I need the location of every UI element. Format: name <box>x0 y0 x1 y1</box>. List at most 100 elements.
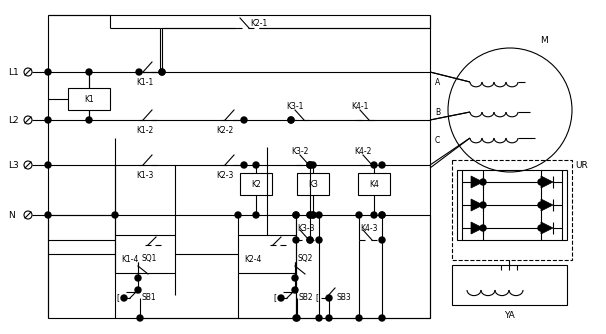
Circle shape <box>293 212 299 218</box>
Circle shape <box>316 212 322 218</box>
Circle shape <box>356 315 362 321</box>
Polygon shape <box>471 199 483 211</box>
Text: [: [ <box>273 294 276 303</box>
Polygon shape <box>541 176 553 188</box>
Text: L3: L3 <box>8 161 19 169</box>
Circle shape <box>159 69 165 75</box>
Bar <box>452 160 572 260</box>
Text: K3-2: K3-2 <box>291 147 308 156</box>
Text: K1-4: K1-4 <box>121 255 138 264</box>
Circle shape <box>45 212 51 218</box>
Circle shape <box>379 315 385 321</box>
Circle shape <box>253 212 259 218</box>
Text: K1: K1 <box>84 95 94 104</box>
Circle shape <box>288 117 294 123</box>
Text: SB3: SB3 <box>337 294 351 303</box>
Circle shape <box>307 212 313 218</box>
Text: SB2: SB2 <box>299 294 314 303</box>
Text: SQ2: SQ2 <box>298 254 313 263</box>
Circle shape <box>379 162 385 168</box>
Bar <box>297 173 329 195</box>
Circle shape <box>310 162 316 168</box>
Circle shape <box>307 162 313 168</box>
Polygon shape <box>541 199 553 211</box>
Text: K2-4: K2-4 <box>244 255 261 264</box>
Circle shape <box>326 295 332 301</box>
Bar <box>457 170 567 240</box>
Circle shape <box>159 69 165 75</box>
Circle shape <box>137 315 143 321</box>
Circle shape <box>292 287 298 293</box>
Circle shape <box>307 162 313 168</box>
Text: UR: UR <box>575 161 588 169</box>
Text: K1-2: K1-2 <box>136 126 153 135</box>
Text: K2-1: K2-1 <box>250 18 267 27</box>
Text: K2-2: K2-2 <box>216 126 233 135</box>
Circle shape <box>292 275 298 281</box>
Circle shape <box>135 275 141 281</box>
Circle shape <box>253 162 259 168</box>
Circle shape <box>538 179 544 185</box>
Text: SQ1: SQ1 <box>141 254 156 263</box>
Text: [: [ <box>116 294 119 303</box>
Polygon shape <box>471 176 483 188</box>
Text: K4-3: K4-3 <box>360 223 378 232</box>
Text: K4-1: K4-1 <box>351 102 368 111</box>
Circle shape <box>136 69 142 75</box>
Text: L1: L1 <box>8 67 19 76</box>
Circle shape <box>241 117 247 123</box>
Text: SB1: SB1 <box>142 294 156 303</box>
Circle shape <box>538 225 544 231</box>
Circle shape <box>235 212 241 218</box>
Text: N: N <box>8 210 15 219</box>
Circle shape <box>480 225 486 231</box>
Circle shape <box>307 237 313 243</box>
Text: K4: K4 <box>369 179 379 188</box>
Text: K3-1: K3-1 <box>286 102 304 111</box>
Circle shape <box>307 237 313 243</box>
Text: B: B <box>435 108 440 117</box>
Text: K1-3: K1-3 <box>136 170 153 179</box>
Circle shape <box>307 212 313 218</box>
Circle shape <box>379 237 385 243</box>
Circle shape <box>288 117 294 123</box>
Text: K3-3: K3-3 <box>297 223 315 232</box>
Circle shape <box>86 69 92 75</box>
Circle shape <box>112 212 118 218</box>
Bar <box>238 235 296 273</box>
Circle shape <box>326 315 332 321</box>
Text: A: A <box>435 77 440 87</box>
Bar <box>115 235 175 273</box>
Circle shape <box>45 162 51 168</box>
Bar <box>68 88 110 110</box>
Text: C: C <box>435 136 440 145</box>
Circle shape <box>294 315 300 321</box>
Text: K2-3: K2-3 <box>216 170 233 179</box>
Text: K1-1: K1-1 <box>136 77 153 87</box>
Circle shape <box>480 179 486 185</box>
Circle shape <box>293 237 299 243</box>
Circle shape <box>293 212 299 218</box>
Text: K2: K2 <box>251 179 261 188</box>
Polygon shape <box>471 222 483 234</box>
Bar <box>452 265 567 305</box>
Circle shape <box>356 212 362 218</box>
Polygon shape <box>541 222 553 234</box>
Circle shape <box>379 212 385 218</box>
Circle shape <box>86 117 92 123</box>
Text: YA: YA <box>504 311 514 320</box>
Text: K3: K3 <box>308 179 318 188</box>
Circle shape <box>316 315 322 321</box>
Circle shape <box>307 162 313 168</box>
Text: K4-2: K4-2 <box>354 147 371 156</box>
Circle shape <box>480 202 486 208</box>
Circle shape <box>241 162 247 168</box>
Circle shape <box>371 212 377 218</box>
Circle shape <box>538 202 544 208</box>
Circle shape <box>135 287 141 293</box>
Circle shape <box>316 237 322 243</box>
Circle shape <box>371 162 377 168</box>
Text: L2: L2 <box>8 116 19 125</box>
Circle shape <box>278 295 284 301</box>
Bar <box>240 173 272 195</box>
